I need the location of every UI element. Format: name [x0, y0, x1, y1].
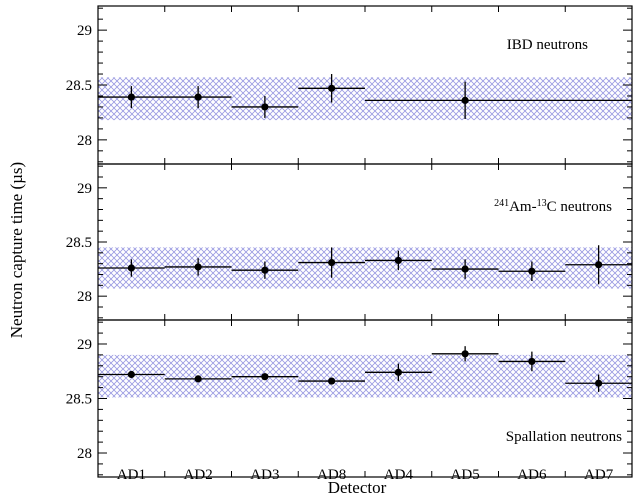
- y-tick-label: 29: [77, 337, 92, 353]
- panel-label-part: C neutrons: [547, 199, 613, 215]
- panel-frame: [97, 319, 633, 478]
- data-point: [127, 264, 135, 272]
- y-tick-label: 28.5: [66, 392, 92, 408]
- data-point: [394, 256, 402, 265]
- data-point: [261, 373, 269, 381]
- data-point: [261, 266, 269, 274]
- panels-group: 28 28.5 29 IBD neutrons 28 28.5 29 241Am-13C ne…: [66, 5, 633, 478]
- data-point: [461, 265, 469, 273]
- x-tick-label: AD4: [384, 467, 414, 483]
- panel-frame: [97, 163, 633, 321]
- panel-label-part: Am-: [509, 199, 537, 215]
- data-point: [127, 370, 135, 379]
- panel-label: Spallation neutrons: [506, 429, 622, 445]
- panel-3: 28 28.5 29 Spallation neutrons: [66, 319, 633, 478]
- y-tick-label: 28.5: [66, 78, 92, 94]
- x-tick-label: AD6: [517, 467, 547, 483]
- x-tick-label: AD3: [250, 467, 279, 483]
- x-axis: AD1 AD2 AD3 AD8 AD4 AD5 AD6 AD7: [117, 467, 614, 483]
- y-axis-title: Neutron capture time (µs): [7, 162, 26, 338]
- panel-1-band: [98, 77, 632, 121]
- x-tick-label: AD5: [451, 467, 480, 483]
- data-point: [127, 93, 135, 101]
- data-point: [328, 84, 336, 92]
- x-axis-title: Detector: [328, 478, 387, 497]
- y-tick-label: 29: [77, 23, 92, 39]
- data-point: [328, 377, 336, 385]
- data-point: [461, 96, 469, 104]
- data-point: [595, 261, 603, 269]
- y-tick-label: 29: [77, 181, 92, 197]
- x-tick-label: AD8: [317, 467, 346, 483]
- panel-label-part: 241: [494, 198, 509, 209]
- y-tick-label: 28: [77, 133, 92, 149]
- data-point: [261, 103, 269, 111]
- data-point: [194, 93, 202, 101]
- panel-1: 28 28.5 29 IBD neutrons: [66, 5, 633, 165]
- y-tick-label: 28: [77, 289, 92, 305]
- panel-2: 28 28.5 29 241Am-13C neutrons: [66, 163, 633, 321]
- x-tick-label: AD7: [584, 467, 614, 483]
- data-point: [394, 368, 402, 376]
- data-point: [194, 375, 202, 383]
- data-point: [528, 267, 536, 275]
- panel-label: 241Am-13C neutrons: [494, 198, 612, 216]
- data-point: [595, 379, 603, 387]
- x-tick-label: AD1: [117, 467, 146, 483]
- panel-2-band: [98, 247, 632, 289]
- y-tick-label: 28: [77, 446, 92, 462]
- data-point: [328, 258, 336, 267]
- data-point: [528, 357, 536, 366]
- data-point: [194, 263, 202, 271]
- y-tick-label: 28.5: [66, 235, 92, 251]
- panel-label-part: 13: [537, 198, 547, 209]
- data-point: [461, 350, 469, 358]
- panel-label: IBD neutrons: [507, 37, 588, 53]
- x-tick-label: AD2: [184, 467, 213, 483]
